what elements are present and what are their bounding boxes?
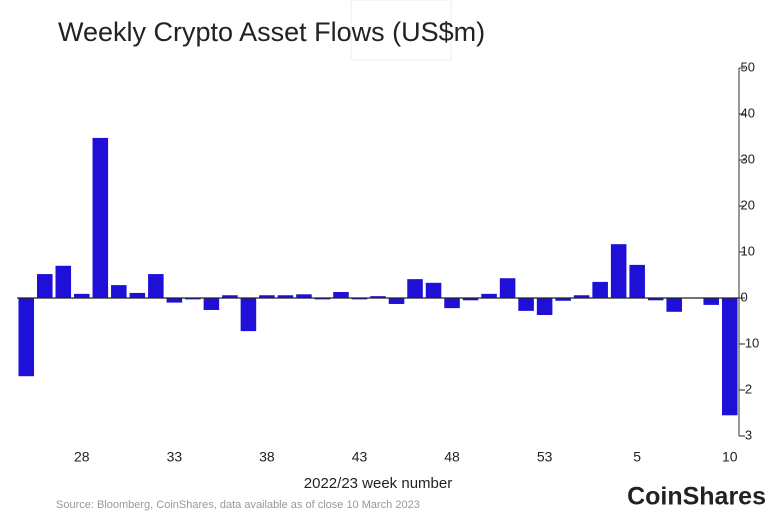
bar	[573, 295, 590, 298]
bar	[721, 298, 738, 416]
y-tick-label: 50	[741, 59, 755, 74]
bar	[481, 293, 497, 298]
y-tick-label: -10	[741, 335, 760, 350]
bar	[462, 298, 479, 301]
bar	[536, 298, 553, 316]
bar	[499, 278, 516, 298]
x-tick-label: 38	[259, 449, 275, 465]
bar	[592, 281, 608, 298]
bar	[259, 295, 275, 298]
x-tick-label: 28	[74, 449, 90, 465]
x-tick-label: 5	[633, 449, 641, 465]
source-note: Source: Bloomberg, CoinShares, data avai…	[56, 499, 420, 511]
bar	[36, 274, 53, 298]
bar	[277, 295, 294, 298]
bar	[425, 282, 442, 298]
bar	[240, 298, 257, 332]
x-tick-label: 53	[537, 449, 553, 465]
bar	[148, 274, 164, 298]
x-axis-label: 2022/23 week number	[304, 475, 452, 492]
bar	[55, 265, 72, 298]
bar	[370, 296, 386, 298]
bar	[629, 264, 645, 298]
bar	[18, 298, 35, 377]
bar	[129, 292, 146, 298]
y-tick-label: 0	[741, 289, 748, 304]
bar	[555, 298, 571, 301]
x-tick-label: 10	[722, 449, 738, 465]
bar	[333, 292, 349, 298]
brand-logo: CoinShares	[627, 483, 766, 511]
bar	[111, 285, 127, 298]
bar	[185, 298, 201, 300]
bar	[166, 298, 183, 303]
bar	[296, 294, 312, 298]
chart-title: Weekly Crypto Asset Flows (US$m)	[58, 17, 485, 47]
y-tick-label: -2	[741, 381, 753, 396]
x-tick-label: 43	[352, 449, 368, 465]
y-tick-label: 30	[741, 151, 755, 166]
bar	[518, 298, 534, 311]
y-tick-label: 10	[741, 243, 755, 258]
bar	[222, 295, 238, 298]
bar	[314, 298, 331, 300]
bar	[407, 279, 423, 298]
x-tick-label: 33	[167, 449, 183, 465]
bar	[647, 298, 664, 301]
bar	[444, 298, 460, 309]
x-tick-label: 48	[444, 449, 460, 465]
bar	[388, 298, 405, 304]
y-tick-label: -3	[741, 427, 753, 442]
y-tick-label: 20	[741, 197, 755, 212]
y-tick-label: 40	[741, 105, 755, 120]
bar	[92, 137, 109, 298]
watermark-box	[350, 0, 452, 61]
bar	[203, 298, 220, 310]
bar	[666, 298, 682, 312]
bar	[351, 298, 368, 300]
bar	[703, 298, 720, 305]
bar	[610, 244, 627, 298]
bar	[74, 293, 90, 298]
